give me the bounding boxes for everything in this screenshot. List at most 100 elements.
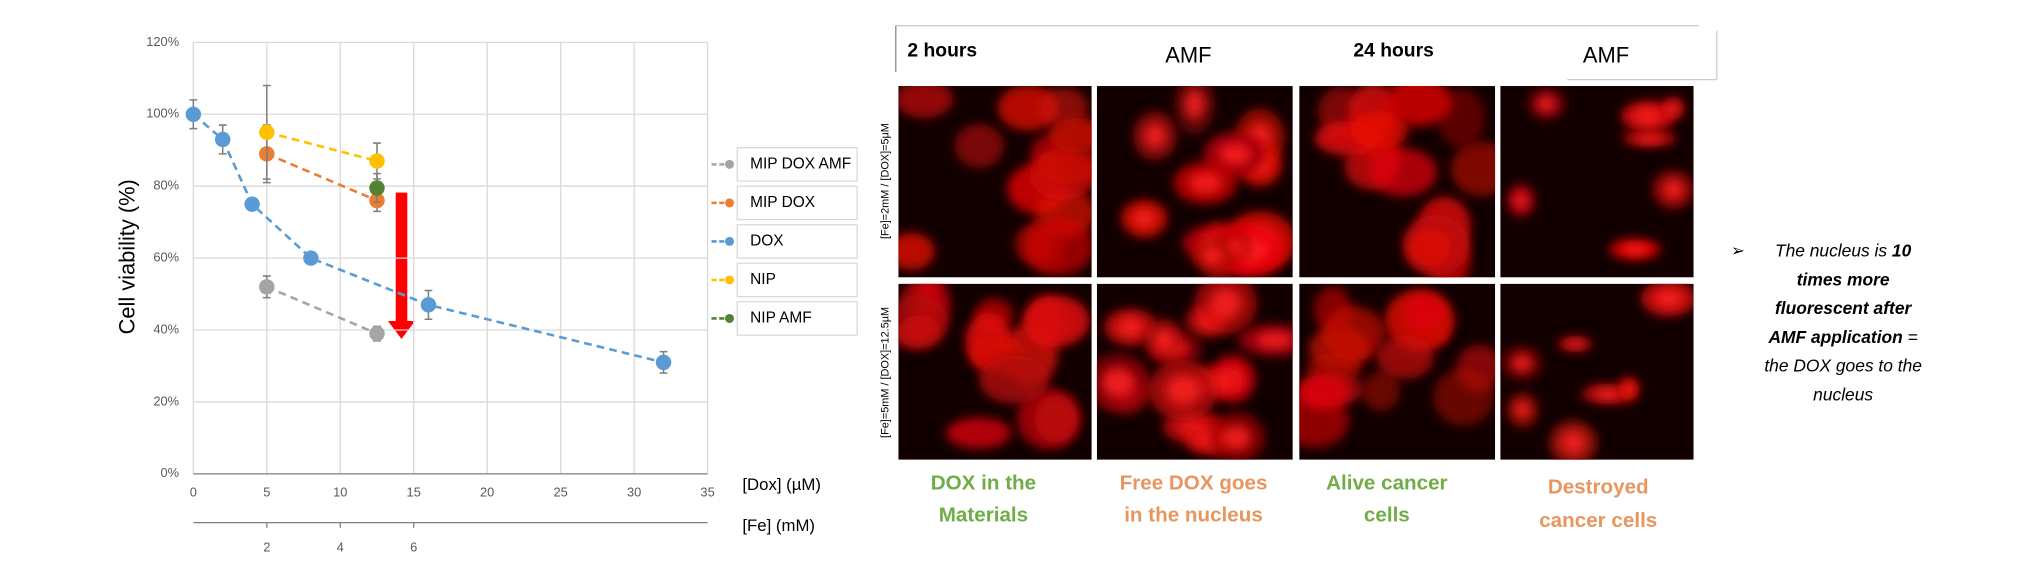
note-segment: = xyxy=(1903,327,1918,347)
x2-tick-label: 4 xyxy=(337,540,344,555)
nucleus xyxy=(1667,102,1680,115)
column-header: 24 hours xyxy=(1353,40,1434,61)
x-tick-label: 0 xyxy=(190,484,197,499)
nucleus xyxy=(1623,382,1635,395)
micrograph xyxy=(1500,86,1694,278)
legend-box xyxy=(736,224,858,259)
data-point xyxy=(259,124,275,140)
row-label: [Fe]=5mM / [DOX]=12.5µM xyxy=(879,307,891,438)
caption: DOX in the xyxy=(931,472,1036,495)
legend-label: NIP AMF xyxy=(750,310,812,327)
note-segment: times more xyxy=(1797,269,1890,289)
micrograph xyxy=(898,86,1092,278)
nucleus xyxy=(1184,89,1205,120)
note-line: times more xyxy=(1797,269,1890,289)
data-point xyxy=(259,279,275,295)
x2-tick-label: 6 xyxy=(410,540,417,555)
data-point xyxy=(303,250,319,266)
cell xyxy=(898,232,935,271)
data-point xyxy=(369,180,385,196)
x-axis-label: [Dox] (µM) xyxy=(742,475,821,494)
legend-label: MIP DOX AMF xyxy=(750,155,851,172)
y-axis-label: Cell viability (%) xyxy=(115,179,140,334)
micrograph xyxy=(1096,86,1293,278)
caption: cells xyxy=(1364,504,1410,527)
nucleus xyxy=(1189,172,1222,194)
nucleus xyxy=(1595,388,1622,400)
cell xyxy=(898,315,940,348)
nucleus xyxy=(1117,317,1144,337)
note-segment: the DOX goes to the xyxy=(1764,355,1922,375)
y-tick-label: 80% xyxy=(153,178,179,193)
cell xyxy=(1025,217,1092,276)
trend-line xyxy=(266,131,378,163)
nucleus xyxy=(1222,425,1251,451)
legend-marker xyxy=(725,198,735,208)
micrograph xyxy=(1500,283,1694,460)
legend-marker xyxy=(725,313,735,323)
nucleus xyxy=(1201,246,1224,265)
cell xyxy=(1037,145,1092,184)
nucleus xyxy=(1210,288,1242,319)
column-header: 2 hours xyxy=(907,40,977,61)
trend-line xyxy=(266,152,378,202)
note-segment: AMF application xyxy=(1767,327,1902,347)
x-tick-label: 20 xyxy=(480,484,494,499)
x2-axis-label: [Fe] (mM) xyxy=(742,516,815,535)
caption: Alive cancer xyxy=(1326,472,1447,495)
nucleus xyxy=(1636,134,1663,143)
x-tick-label: 15 xyxy=(407,484,421,499)
y-tick-label: 40% xyxy=(153,321,179,336)
column-header: AMF xyxy=(1583,42,1629,67)
nucleus xyxy=(1511,354,1533,372)
note-line: nucleus xyxy=(1813,384,1873,404)
y-tick-label: 100% xyxy=(146,106,179,121)
note-line: the DOX goes to the xyxy=(1764,355,1922,375)
legend-box xyxy=(736,147,858,182)
caption: cancer cells xyxy=(1539,509,1657,532)
cell xyxy=(1408,228,1452,267)
nucleus xyxy=(1566,340,1584,348)
cell xyxy=(1376,335,1434,380)
row-label: [Fe]=2mM / [DOX]=5µM xyxy=(879,123,891,239)
nucleus xyxy=(1219,143,1251,166)
micrograph xyxy=(1299,283,1496,460)
y-tick-label: 60% xyxy=(153,250,179,265)
data-point xyxy=(185,106,202,122)
note-line: AMF application = xyxy=(1767,327,1917,347)
nucleus xyxy=(1561,431,1586,454)
data-point xyxy=(214,131,231,148)
nucleus xyxy=(1662,179,1684,200)
cell xyxy=(979,355,1050,404)
note-line: fluorescent after xyxy=(1775,298,1913,318)
y-tick-label: 20% xyxy=(153,393,179,408)
cell xyxy=(946,417,1012,449)
y-tick-label: 120% xyxy=(146,34,179,49)
x2-tick-label: 2 xyxy=(263,540,270,555)
caption: Destroyed xyxy=(1548,475,1649,498)
x-tick-label: 25 xyxy=(554,484,568,499)
cell xyxy=(1361,371,1400,411)
legend-label: DOX xyxy=(750,233,783,250)
cell xyxy=(954,123,1004,168)
note-line: The nucleus is 10 xyxy=(1775,240,1912,260)
y-tick-label: 0% xyxy=(161,465,180,480)
cell xyxy=(898,86,954,119)
legend-box xyxy=(736,185,858,221)
cell xyxy=(1034,394,1079,443)
x-tick-label: 30 xyxy=(627,484,641,499)
nucleus xyxy=(1166,375,1201,406)
caption: in the nucleus xyxy=(1124,504,1263,527)
nucleus xyxy=(1634,108,1662,124)
nucleus xyxy=(1101,367,1134,397)
legend-box xyxy=(736,262,858,298)
micrograph xyxy=(1096,283,1293,460)
cell xyxy=(1299,374,1350,410)
bullet: ➢ xyxy=(1731,241,1745,260)
legend-label: MIP DOX xyxy=(750,194,815,211)
cell xyxy=(1403,293,1446,331)
cell xyxy=(1451,141,1496,197)
micrograph xyxy=(898,283,1092,460)
cell xyxy=(1022,295,1090,347)
